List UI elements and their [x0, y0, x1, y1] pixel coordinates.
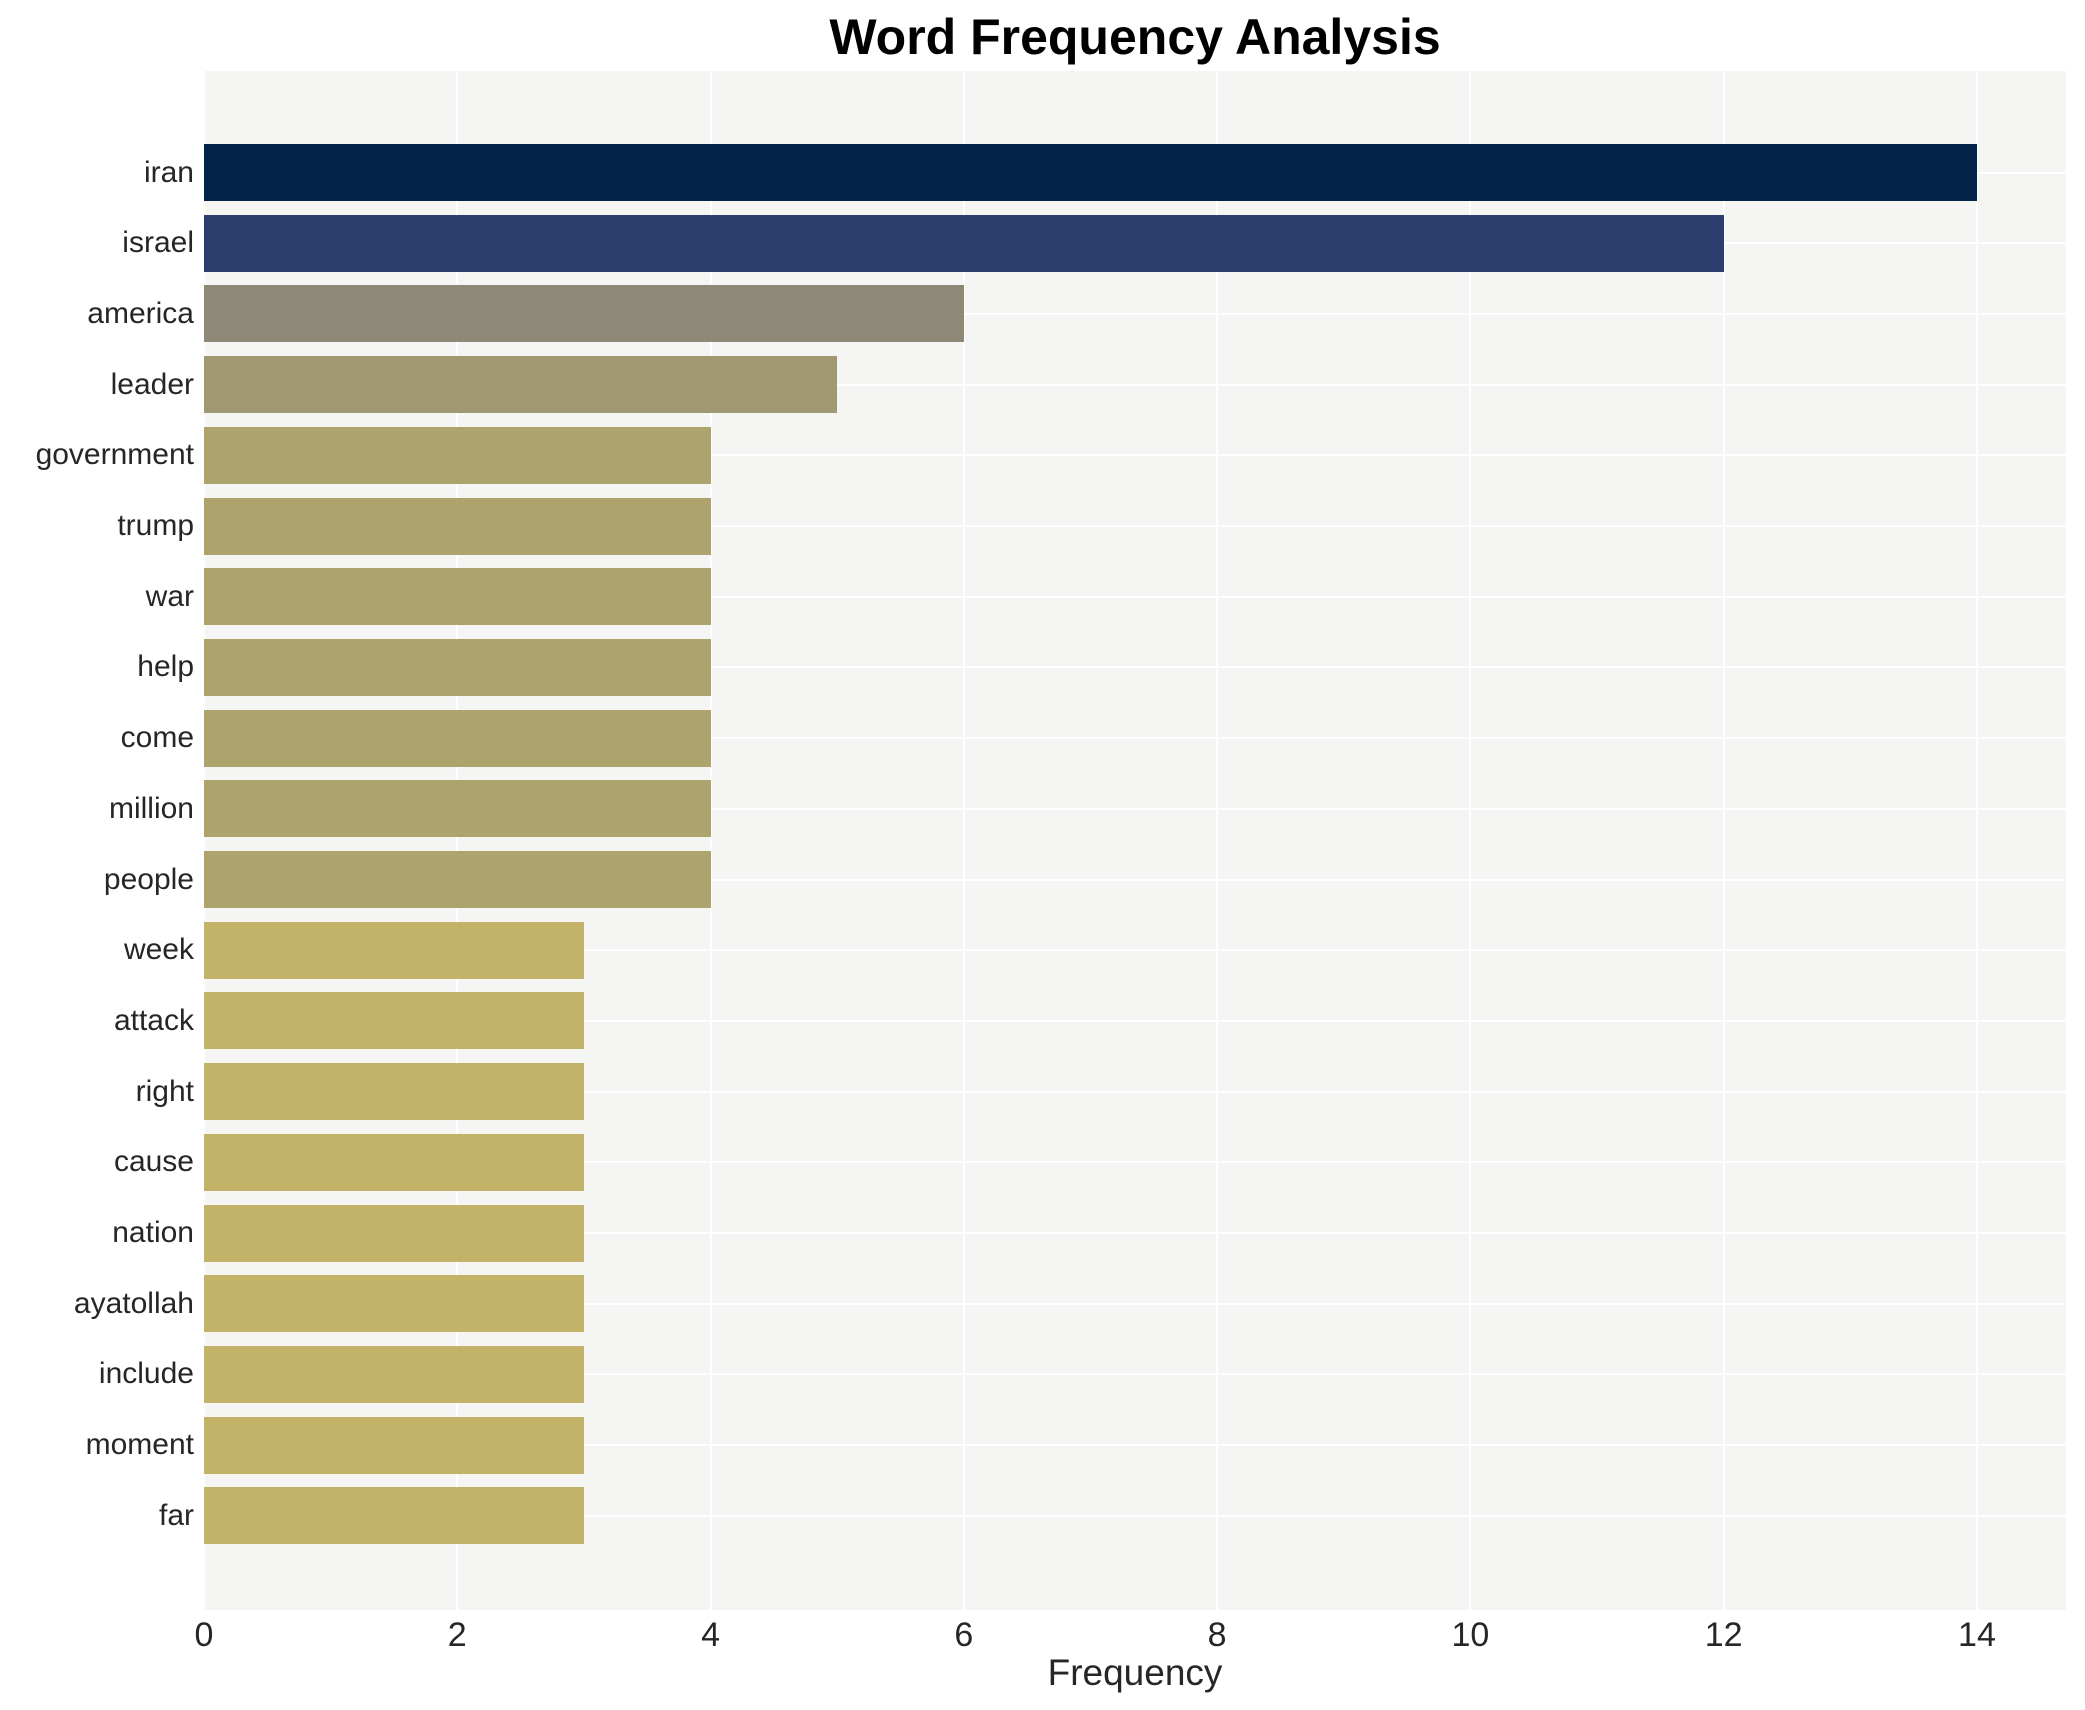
y-tick-label-ayatollah: ayatollah [73, 1286, 194, 1320]
gridline-horizontal [204, 454, 2066, 457]
gridline-horizontal [204, 1373, 2066, 1376]
gridline-vertical [456, 71, 459, 1610]
bar-israel [204, 214, 1724, 272]
y-tick-label-people: people [103, 862, 194, 896]
y-tick-label-far: far [158, 1498, 194, 1532]
x-tick-label-12: 12 [1704, 1616, 1743, 1654]
bar-week [204, 921, 584, 979]
y-tick-label-include: include [98, 1357, 194, 1391]
x-tick-label-2: 2 [447, 1616, 467, 1654]
bar-include [204, 1345, 584, 1403]
y-tick-label-america: america [87, 296, 194, 330]
y-tick-label-leader: leader [110, 367, 194, 401]
gridline-horizontal [204, 737, 2066, 740]
bar-war [204, 568, 711, 626]
gridline-horizontal [204, 312, 2066, 315]
gridline-vertical [709, 71, 712, 1610]
gridline-horizontal [204, 383, 2066, 386]
y-tick-label-war: war [145, 579, 194, 613]
bar-cause [204, 1133, 584, 1191]
bar-ayatollah [204, 1275, 584, 1333]
y-tick-label-right: right [135, 1074, 194, 1108]
bar-million [204, 780, 711, 838]
chart-title: Word Frequency Analysis [829, 9, 1441, 65]
bar-government [204, 426, 711, 484]
bar-trump [204, 497, 711, 555]
gridline-horizontal [204, 1090, 2066, 1093]
y-tick-label-nation: nation [112, 1216, 194, 1249]
plot-area [203, 71, 2066, 1610]
bar-help [204, 638, 711, 696]
x-tick-label-6: 6 [954, 1616, 974, 1654]
gridline-horizontal [204, 525, 2066, 527]
gridline-vertical [1722, 71, 1725, 1610]
gridline-horizontal [204, 595, 2066, 598]
bar-attack [204, 992, 584, 1050]
bar-people [204, 851, 711, 908]
y-tick-label-attack: attack [113, 1003, 194, 1037]
gridline-horizontal [204, 1514, 2066, 1517]
y-tick-label-million: million [108, 791, 194, 825]
gridline-horizontal [204, 1161, 2066, 1164]
bar-far [204, 1487, 584, 1545]
y-tick-label-government: government [35, 438, 194, 472]
bar-moment [204, 1416, 584, 1474]
gridline-horizontal [204, 807, 2066, 810]
x-tick-label-10: 10 [1451, 1616, 1490, 1654]
gridline-horizontal [204, 1019, 2066, 1022]
y-tick-label-cause: cause [113, 1145, 194, 1179]
gridline-vertical [203, 71, 205, 1610]
gridline-horizontal [204, 949, 2066, 952]
x-tick-label-4: 4 [701, 1616, 720, 1654]
gridline-horizontal [204, 1232, 2066, 1234]
y-tick-label-trump: trump [117, 509, 194, 542]
gridline-horizontal [204, 666, 2066, 669]
y-axis-labels: iran israel america leader government trump wa… [0, 0, 194, 1710]
y-tick-label-iran: iran [143, 155, 194, 189]
bar-come [204, 709, 711, 767]
gridline-vertical [1975, 71, 1978, 1610]
bar-right [204, 1063, 584, 1121]
gridline-horizontal [204, 1302, 2066, 1305]
y-tick-label-moment: moment [85, 1428, 194, 1462]
y-tick-label-come: come [120, 721, 194, 755]
gridline-vertical [962, 71, 965, 1610]
gridline-horizontal [204, 878, 2066, 881]
gridline-vertical [1469, 71, 1472, 1610]
gridline-horizontal [204, 1444, 2066, 1447]
bar-leader [204, 356, 838, 414]
x-axis-title: Frequency [1047, 1652, 1223, 1693]
y-tick-label-week: week [123, 933, 194, 967]
y-tick-label-help: help [137, 650, 194, 684]
bar-iran [204, 144, 1977, 201]
x-tick-label-8: 8 [1207, 1616, 1227, 1654]
x-tick-label-14: 14 [1958, 1616, 1996, 1654]
bar-america [204, 285, 964, 343]
gridline-vertical [1216, 71, 1219, 1610]
y-tick-label-israel: israel [122, 226, 194, 260]
bar-nation [204, 1204, 584, 1262]
